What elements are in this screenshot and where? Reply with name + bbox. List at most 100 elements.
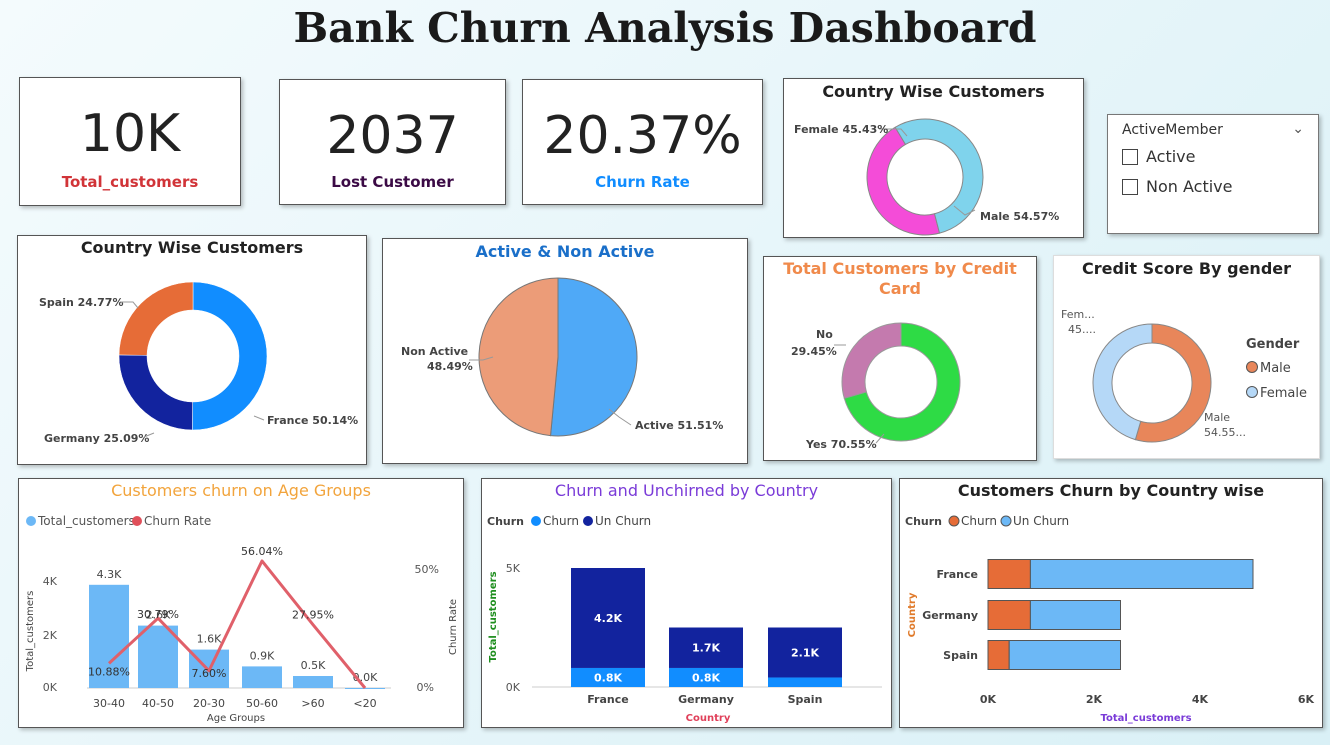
bar-churn[interactable] <box>987 640 1010 670</box>
dashboard-title: Bank Churn Analysis Dashboard <box>293 4 1037 52</box>
bar-data-label: 1.6K <box>197 633 222 646</box>
y2tick: 50% <box>415 563 439 576</box>
credit-gender-slices[interactable] <box>1092 323 1212 443</box>
age-chart-svg: Total_customers Churn Rate 4K 2K 0K 50% … <box>25 514 459 724</box>
gender-donut-svg: Female 45.43% Male 54.57% <box>794 118 1059 236</box>
bar-data-label: 4.3K <box>97 568 122 581</box>
bar-data-label: 0.8K <box>594 671 622 684</box>
country-churn-marks[interactable]: 0.8K 4.2K France 0.8K 1.7K Germany 2.1K Spain <box>532 568 882 706</box>
x-axis-title: Age Groups <box>207 713 265 724</box>
country-donut-svg: Spain 24.77% France 50.14% Germany 25.09… <box>39 281 358 445</box>
gender-donut-card[interactable]: Country Wise Customers Female 45.43% Mal… <box>783 78 1084 238</box>
checkbox[interactable] <box>1122 148 1138 165</box>
bar-churn[interactable] <box>768 677 842 687</box>
option-label: Non Active <box>1146 177 1233 196</box>
bar-unchurn[interactable] <box>768 627 842 678</box>
slice-spain[interactable] <box>118 281 194 356</box>
churn-rate-line[interactable] <box>107 559 367 689</box>
slice-france[interactable] <box>192 281 268 431</box>
ytick: 0K <box>43 681 58 694</box>
credit-card-donut-card[interactable]: Total Customers by Credit Card No 29.45%… <box>763 256 1037 461</box>
slice-female[interactable] <box>866 126 941 236</box>
female-label: Female 45.43% <box>794 123 888 136</box>
chart-title: Credit Score By gender <box>1081 259 1292 278</box>
bar-total-customers[interactable] <box>345 688 385 689</box>
nonactive-pct: 48.49% <box>427 360 473 373</box>
slice-male[interactable] <box>1134 323 1212 443</box>
y2-axis-title: Churn Rate <box>448 599 459 655</box>
age-chart-marks[interactable]: 4.3K 30-40 2.6K 40-50 1.6K 20-30 0.9K 50-60 0.5K… <box>87 545 391 710</box>
chart-title: Country Wise Customers <box>822 82 1045 101</box>
bar-unchurn[interactable] <box>571 568 645 668</box>
kpi-card-lost-customer[interactable]: 2037 Lost Customer <box>279 79 506 205</box>
bar-unchurn[interactable] <box>669 627 743 668</box>
ytick: 4K <box>43 575 58 588</box>
bar-churn[interactable] <box>669 667 743 687</box>
slice-male[interactable] <box>894 118 984 234</box>
y-axis-title: Country <box>907 592 918 637</box>
country-hbar-marks[interactable]: France Germany Spain 0K 2K 4K 6K <box>922 559 1315 707</box>
active-pie-svg: Non Active 48.49% Active 51.51% <box>401 277 723 437</box>
bar-unchurn[interactable] <box>1029 559 1254 589</box>
nonactive-label: Non Active <box>401 345 468 358</box>
bar-data-label: 2.6K <box>146 609 171 622</box>
chart-title: Churn and Unchirned by Country <box>554 481 819 500</box>
spain-label: Spain 24.77% <box>39 296 123 309</box>
kpi-label: Churn Rate <box>595 173 690 191</box>
country-donut-card[interactable]: Country Wise Customers Spain 24.77% Fran… <box>17 235 367 465</box>
bar-unchurn[interactable] <box>1029 600 1121 630</box>
legend-churn-swatch <box>531 516 541 526</box>
slice-active[interactable] <box>549 277 638 437</box>
chart-title-line2: Card <box>879 279 921 298</box>
kpi-value: 10K <box>79 104 181 164</box>
credit-gender-card[interactable]: Credit Score By gender Fem... 45.... Mal… <box>1053 255 1320 459</box>
legend-unchurn-swatch <box>1000 515 1012 527</box>
female-pct: 45.... <box>1068 323 1096 336</box>
active-pie-slices[interactable] <box>478 277 638 437</box>
country-donut-slices[interactable] <box>118 281 268 431</box>
y-axis-title: Total_customers <box>25 591 36 673</box>
bar-total-customers[interactable] <box>293 676 333 688</box>
x-tick-label: 6K <box>1298 693 1315 706</box>
kpi-card-churn-rate[interactable]: 20.37% Churn Rate <box>522 79 763 205</box>
country-churn-card[interactable]: Churn and Unchirned by Country Churn Chu… <box>481 478 892 728</box>
slice-no[interactable] <box>841 322 902 399</box>
chevron-down-icon[interactable]: ⌄ <box>1292 121 1304 137</box>
female-label: Fem... <box>1061 308 1095 321</box>
bar-total-customers[interactable] <box>242 666 282 688</box>
active-member-slicer[interactable]: ActiveMember ⌄ Active Non Active <box>1107 114 1319 234</box>
slice-yes[interactable] <box>843 322 961 442</box>
credit-card-slices[interactable] <box>841 322 961 442</box>
gender-donut-slices[interactable] <box>866 118 984 236</box>
x-tick-label: <20 <box>353 697 376 710</box>
bar-data-label: 4.2K <box>594 612 622 625</box>
checkbox[interactable] <box>1122 178 1138 195</box>
rate-data-label: 7.60% <box>192 667 227 680</box>
bar-churn[interactable] <box>987 600 1031 630</box>
country-churn-svg: Churn Churn Un Churn 5K 0K Total_custome… <box>487 514 882 724</box>
legend-total-swatch <box>26 516 36 526</box>
slicer-option-non-active[interactable]: Non Active <box>1122 177 1232 196</box>
age-chart-card[interactable]: Customers churn on Age Groups Total_cust… <box>18 478 464 728</box>
slice-female[interactable] <box>1092 323 1153 441</box>
x-tick-label: >60 <box>301 697 324 710</box>
bar-churn[interactable] <box>571 667 645 687</box>
slicer-option-active[interactable]: Active <box>1122 147 1196 166</box>
x-tick-label: 4K <box>1192 693 1209 706</box>
bar-churn[interactable] <box>987 559 1031 589</box>
kpi-card-total-customers[interactable]: 10K Total_customers <box>19 77 241 206</box>
male-pct: 54.55... <box>1204 426 1246 439</box>
rate-data-label: 27.95% <box>292 609 334 622</box>
bar-unchurn[interactable] <box>1008 640 1121 670</box>
x-tick-label: 2K <box>1086 693 1103 706</box>
country-hbar-svg: Churn Churn Un Churn Country Total_custo… <box>905 514 1315 724</box>
country-hbar-card[interactable]: Customers Churn by Country wise Churn Ch… <box>899 478 1323 728</box>
leader-line <box>143 432 155 438</box>
slice-non-active[interactable] <box>478 277 559 437</box>
slice-germany[interactable] <box>118 354 193 431</box>
active-pie-card[interactable]: Active & Non Active Non Active 48.49% Ac… <box>382 238 748 464</box>
legend-churn-label: Churn <box>543 514 579 528</box>
bar-total-customers[interactable] <box>89 584 129 688</box>
bar-total-customers[interactable] <box>138 625 178 688</box>
x-tick-label: Germany <box>678 693 734 706</box>
